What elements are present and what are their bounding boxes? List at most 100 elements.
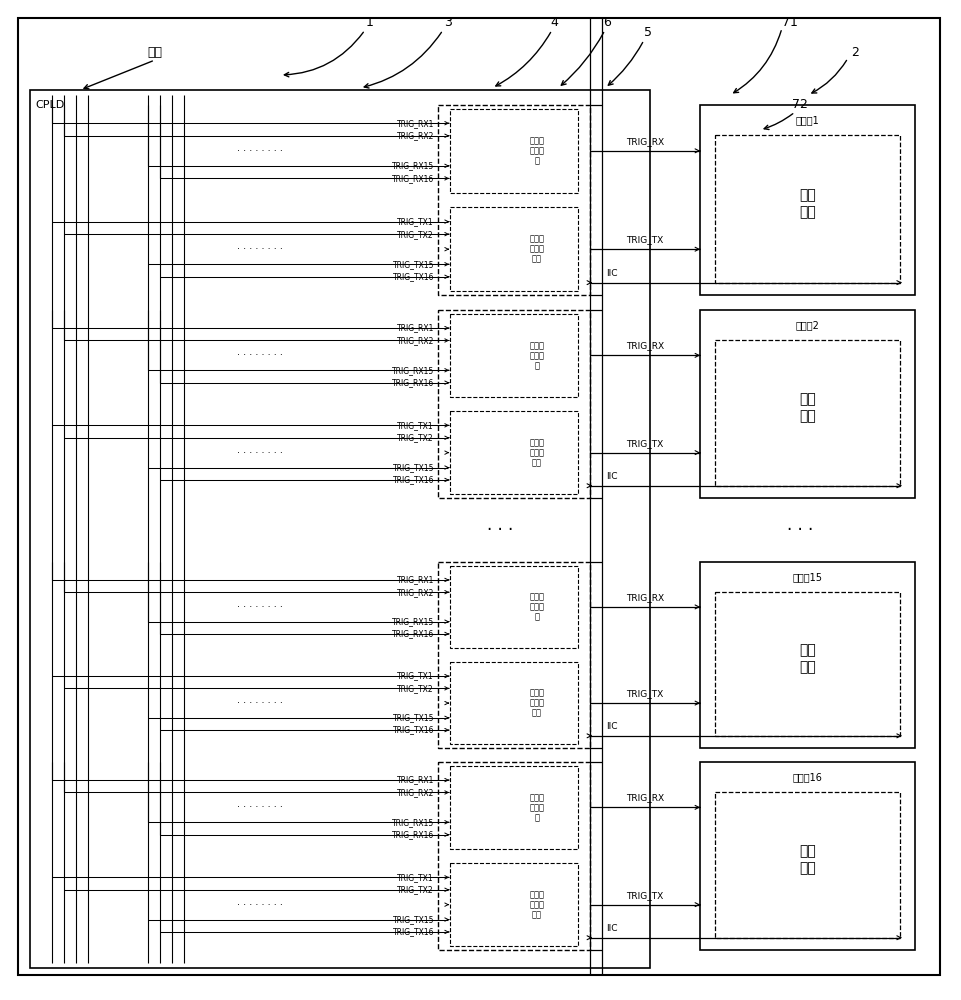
Text: TRIG_RX2: TRIG_RX2 xyxy=(396,588,433,597)
Bar xyxy=(714,792,899,938)
Text: 电路模: 电路模 xyxy=(529,146,544,155)
Text: TRIG_TX: TRIG_TX xyxy=(626,891,663,900)
Text: 块: 块 xyxy=(534,361,539,370)
Text: 块: 块 xyxy=(534,612,539,621)
Text: 业务板16: 业务板16 xyxy=(792,772,822,782)
Text: TRIG_TX15: TRIG_TX15 xyxy=(392,260,433,269)
Text: 模块: 模块 xyxy=(531,910,541,919)
Text: TRIG_TX15: TRIG_TX15 xyxy=(392,713,433,722)
Text: 2: 2 xyxy=(850,45,858,58)
Text: TRIG_TX: TRIG_TX xyxy=(626,689,663,698)
Text: 择电路: 择电路 xyxy=(529,699,544,708)
Bar xyxy=(437,562,589,748)
Text: · · ·: · · · xyxy=(786,521,812,539)
Text: 业务板2: 业务板2 xyxy=(795,320,819,330)
Text: 择电路: 择电路 xyxy=(529,448,544,457)
Text: 模块: 模块 xyxy=(531,458,541,467)
Bar xyxy=(450,766,578,849)
Bar xyxy=(450,863,578,946)
Text: TRIG_TX1: TRIG_TX1 xyxy=(397,672,433,681)
Text: TRIG_RX15: TRIG_RX15 xyxy=(391,366,433,375)
Text: TRIG_RX: TRIG_RX xyxy=(626,793,663,802)
Text: 3: 3 xyxy=(444,15,452,28)
Text: TRIG_RX16: TRIG_RX16 xyxy=(391,629,433,638)
Text: 业务板15: 业务板15 xyxy=(792,572,822,582)
Text: 业务: 业务 xyxy=(799,844,815,858)
Text: · · · · · · · ·: · · · · · · · · xyxy=(236,146,283,156)
Text: TRIG_RX15: TRIG_RX15 xyxy=(391,818,433,827)
Text: · · ·: · · · xyxy=(486,521,512,539)
Text: 逻辑或: 逻辑或 xyxy=(529,341,544,350)
Text: TRIG_TX15: TRIG_TX15 xyxy=(392,915,433,924)
Text: TRIG_RX15: TRIG_RX15 xyxy=(391,617,433,626)
Bar xyxy=(437,762,589,950)
Text: 71: 71 xyxy=(781,15,797,28)
Text: TRIG_RX1: TRIG_RX1 xyxy=(396,324,433,333)
Text: 电路模: 电路模 xyxy=(529,803,544,812)
Text: IIC: IIC xyxy=(605,722,617,731)
Text: TRIG_TX1: TRIG_TX1 xyxy=(397,873,433,882)
Bar xyxy=(450,109,578,193)
Text: 择电路: 择电路 xyxy=(529,900,544,909)
Text: · · · · · · · ·: · · · · · · · · xyxy=(236,802,283,812)
Bar xyxy=(437,310,589,498)
Text: 5: 5 xyxy=(643,25,652,38)
Text: TRIG_RX1: TRIG_RX1 xyxy=(396,776,433,785)
Text: 触发选: 触发选 xyxy=(529,689,544,698)
Text: TRIG_TX16: TRIG_TX16 xyxy=(392,272,433,281)
Bar xyxy=(30,90,650,968)
Text: 触发选: 触发选 xyxy=(529,438,544,447)
Bar xyxy=(700,762,914,950)
Bar xyxy=(714,135,899,283)
Text: TRIG_TX2: TRIG_TX2 xyxy=(397,433,433,442)
Text: 模块: 模块 xyxy=(531,709,541,718)
Text: CPLD: CPLD xyxy=(35,100,64,110)
Text: IIC: IIC xyxy=(605,472,617,481)
Text: 72: 72 xyxy=(791,99,807,111)
Text: 块: 块 xyxy=(534,813,539,822)
Text: · · · · · · · ·: · · · · · · · · xyxy=(236,244,283,254)
Text: 触发选: 触发选 xyxy=(529,235,544,244)
Text: · · · · · · · ·: · · · · · · · · xyxy=(236,602,283,612)
Text: · · · · · · · ·: · · · · · · · · xyxy=(236,900,283,910)
Bar xyxy=(714,340,899,486)
Text: 逻辑或: 逻辑或 xyxy=(529,592,544,601)
Bar xyxy=(450,411,578,494)
Text: TRIG_TX1: TRIG_TX1 xyxy=(397,421,433,430)
Text: 电路模: 电路模 xyxy=(529,602,544,611)
Text: 逻辑或: 逻辑或 xyxy=(529,793,544,802)
Text: TRIG_TX15: TRIG_TX15 xyxy=(392,463,433,472)
Text: TRIG_TX16: TRIG_TX16 xyxy=(392,726,433,735)
Bar xyxy=(700,105,914,295)
Text: TRIG_RX1: TRIG_RX1 xyxy=(396,575,433,584)
Text: TRIG_RX2: TRIG_RX2 xyxy=(396,336,433,345)
Bar xyxy=(714,592,899,736)
Text: · · · · · · · ·: · · · · · · · · xyxy=(236,448,283,458)
Text: 1: 1 xyxy=(366,15,374,28)
Bar xyxy=(450,314,578,397)
Text: · · · · · · · ·: · · · · · · · · xyxy=(236,350,283,360)
Text: TRIG_RX: TRIG_RX xyxy=(626,593,663,602)
Text: 模块: 模块 xyxy=(531,255,541,264)
Text: TRIG_TX2: TRIG_TX2 xyxy=(397,885,433,894)
Text: 6: 6 xyxy=(603,15,610,28)
Text: 逻辑: 逻辑 xyxy=(799,205,815,219)
Text: 业务: 业务 xyxy=(799,188,815,202)
Text: TRIG_RX2: TRIG_RX2 xyxy=(396,788,433,797)
Text: TRIG_TX1: TRIG_TX1 xyxy=(397,217,433,226)
Text: 逻辑: 逻辑 xyxy=(799,660,815,674)
Text: · · · · · · · ·: · · · · · · · · xyxy=(236,698,283,708)
Bar xyxy=(700,310,914,498)
Text: IIC: IIC xyxy=(605,924,617,933)
Text: 触发选: 触发选 xyxy=(529,890,544,899)
Text: TRIG_TX2: TRIG_TX2 xyxy=(397,230,433,239)
Text: TRIG_RX: TRIG_RX xyxy=(626,137,663,146)
Text: 逻辑: 逻辑 xyxy=(799,861,815,875)
Text: TRIG_RX16: TRIG_RX16 xyxy=(391,830,433,839)
Text: TRIG_RX: TRIG_RX xyxy=(626,341,663,350)
Text: 块: 块 xyxy=(534,156,539,165)
Text: TRIG_TX2: TRIG_TX2 xyxy=(397,684,433,693)
Text: TRIG_RX2: TRIG_RX2 xyxy=(396,131,433,140)
Text: TRIG_TX16: TRIG_TX16 xyxy=(392,475,433,484)
Text: TRIG_RX16: TRIG_RX16 xyxy=(391,378,433,387)
